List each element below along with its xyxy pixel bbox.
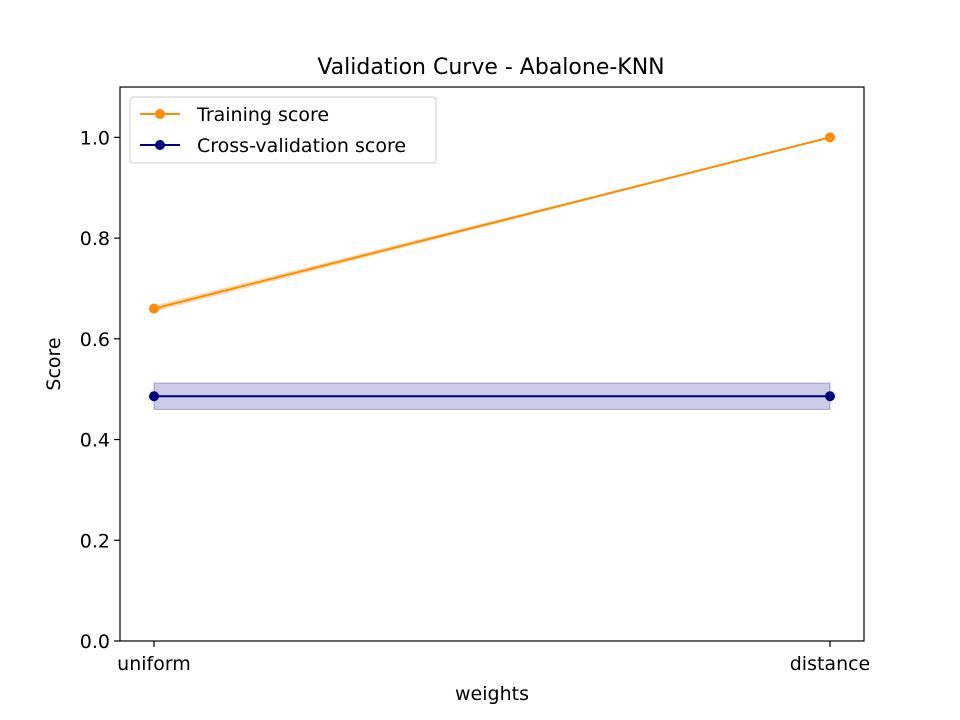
cross-validation-score-point xyxy=(149,391,159,402)
cross-validation-score-point xyxy=(825,391,835,402)
training-score-line xyxy=(153,136,831,310)
series-points xyxy=(149,132,835,402)
y-tick-label: 0.8 xyxy=(80,228,110,250)
legend-label: Cross-validation score xyxy=(197,135,406,157)
x-tick-label: uniform xyxy=(117,653,191,675)
y-tick-label: 0.4 xyxy=(80,430,110,452)
legend-swatch-marker xyxy=(155,140,165,150)
legend: Training score Cross-validation score xyxy=(129,96,437,164)
training-score-point xyxy=(149,303,159,314)
legend-item: Cross-validation score xyxy=(140,135,406,157)
series-lines xyxy=(153,136,831,398)
x-tick-label: distance xyxy=(790,653,871,675)
legend-frame xyxy=(129,96,437,164)
y-tick-label: 0.2 xyxy=(80,530,110,552)
legend-label: Training score xyxy=(196,104,329,126)
plot-frame xyxy=(119,86,865,642)
y-axis-label: Score xyxy=(43,337,65,390)
y-axis-ticks: 0.0 0.2 0.4 0.6 0.8 1.0 xyxy=(80,127,120,653)
training-score-point xyxy=(825,132,835,143)
legend-swatch-marker xyxy=(155,109,165,119)
x-axis-ticks: uniform distance xyxy=(117,641,870,675)
y-tick-label: 1.0 xyxy=(80,127,110,149)
y-tick-label: 0.6 xyxy=(80,329,110,351)
y-tick-label: 0.0 xyxy=(80,631,110,653)
legend-item: Training score xyxy=(140,104,329,126)
chart-title: Validation Curve - Abalone-KNN xyxy=(317,55,664,80)
x-axis-label: weights xyxy=(455,683,529,705)
